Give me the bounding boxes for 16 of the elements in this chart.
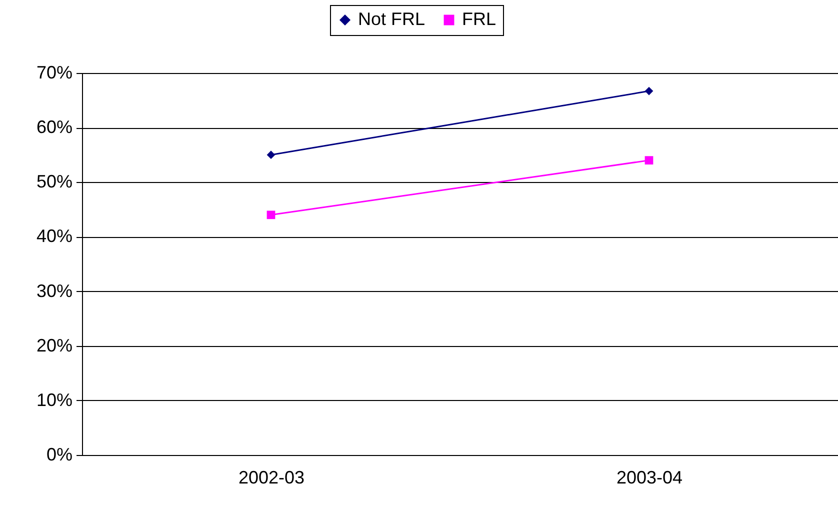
y-tick-label: 40% <box>36 226 72 246</box>
legend-label: Not FRL <box>358 9 426 29</box>
y-tick-label: 70% <box>36 62 72 82</box>
y-tick-label: 60% <box>36 117 72 138</box>
y-tick-label: 30% <box>36 280 72 301</box>
y-tick-label: 0% <box>46 444 72 464</box>
x-tick-label: 2002-03 <box>238 468 305 488</box>
point <box>644 86 654 96</box>
point <box>266 210 276 220</box>
y-tick-label: 50% <box>36 172 72 192</box>
y-tick-label: 10% <box>36 390 72 410</box>
point <box>644 156 654 164</box>
x-tick-label: 2003-04 <box>616 468 683 488</box>
y-tick-label: 20% <box>36 335 72 356</box>
point <box>266 150 276 160</box>
legend-label: FRL <box>462 9 496 29</box>
